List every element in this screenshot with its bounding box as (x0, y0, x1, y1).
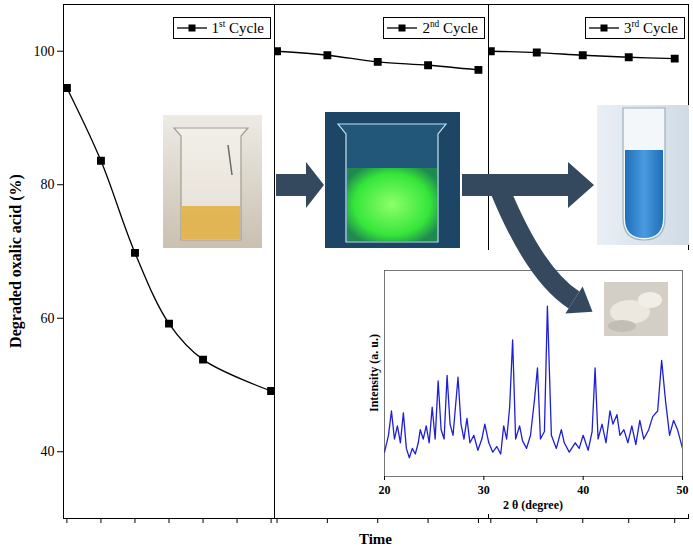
html-text:Degraded oxalic acid (%): Degraded oxalic acid (%) (7, 174, 24, 348)
html-text:2 θ (degree): 2 θ (degree) (503, 498, 563, 512)
html-text:3rdCycle: 3rdCycle (624, 19, 678, 36)
html-text:Time: Time (359, 530, 392, 547)
svg-text:80: 80 (41, 177, 55, 192)
svg-text:40: 40 (41, 444, 55, 459)
svg-text:50: 50 (677, 483, 689, 497)
svg-text:20: 20 (379, 483, 391, 497)
svg-text:40: 40 (577, 483, 589, 497)
html-text:Intensity (a. u.): Intensity (a. u.) (367, 334, 381, 412)
svg-text:60: 60 (41, 311, 55, 326)
svg-text:100: 100 (34, 44, 55, 59)
html-text:2ndCycle: 2ndCycle (422, 19, 478, 36)
svg-text:30: 30 (478, 483, 490, 497)
html-text:1stCycle: 1stCycle (211, 19, 264, 36)
